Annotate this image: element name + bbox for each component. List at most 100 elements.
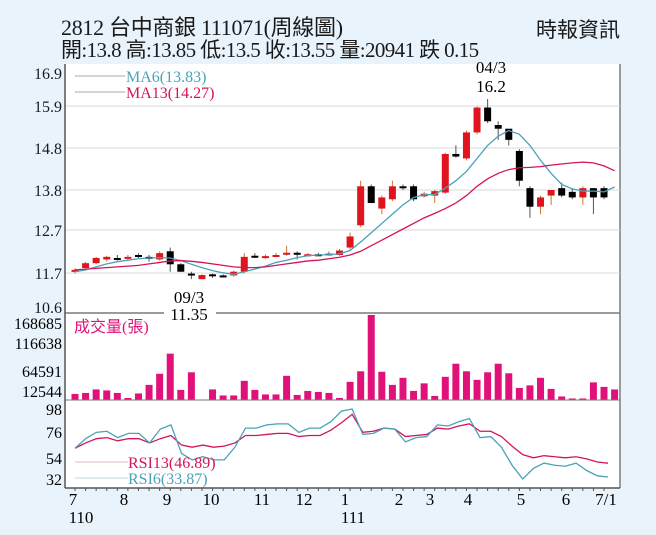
candle-down [589,188,597,198]
candle-up [156,253,164,260]
candle-up [124,256,132,259]
candle-down [177,264,185,272]
volume-bar [304,390,312,400]
low-value-annotation: 11.35 [170,305,208,324]
volume-bar [410,390,418,400]
low-value-bg [164,306,216,320]
plot-area [65,64,620,488]
candle-up [388,186,396,200]
volume-bar [314,391,322,400]
volume-bar [399,377,407,400]
volume-bar [156,373,164,400]
volume-bar [526,385,534,400]
candle-down [515,151,523,181]
candle-up [357,186,365,226]
volume-bar [230,395,238,400]
candle-up [92,257,100,264]
volume-bar [209,389,217,400]
volume-bar [473,379,481,400]
legend-ma6: MA6(13.83) [126,69,206,86]
volume-bar [357,371,365,400]
rsi13-line [74,413,609,464]
rsi6-line [74,408,609,480]
price-axis-label: 13.8 [34,183,62,200]
rsi-axis-label: 76 [46,425,62,442]
candle-up [537,197,545,207]
volume-bar [568,398,576,400]
volume-bar [515,387,523,400]
low-date-annotation: 09/3 [174,288,204,307]
legend-rsi13: RSI13(46.89) [128,455,216,472]
candle-up [71,269,79,272]
candle-down [113,257,121,260]
price-axis-label: 14.8 [34,141,62,158]
volume-bar [145,384,153,400]
legend-ma13: MA13(14.27) [126,85,214,102]
volume-bar [462,371,470,400]
volume-bar [600,386,608,400]
rsi-axis-label: 54 [46,451,62,468]
x-axis-label: 11 [254,490,270,509]
volume-bar [336,397,343,400]
x-axis-label: 3 [426,490,435,509]
candle-up [579,188,587,198]
candle-up [82,263,90,268]
price-axis-label: 11.7 [35,266,62,283]
candle-down [600,188,608,198]
candle-down [452,153,460,157]
volume-bar [240,380,248,400]
high-date-annotation: 04/3 [476,58,506,77]
candle-down [399,186,407,189]
x-axis-label: 7/1 [595,490,617,509]
candle-up [272,255,280,257]
volume-bar [283,375,291,400]
candle-up [462,132,470,159]
volume-bar [441,376,449,400]
candle-up [103,256,111,260]
x-axis-label: 1 [341,490,350,509]
price-axis-label: 12.7 [34,223,62,240]
x-axis-year-label: 110 [69,508,94,527]
volume-bar [134,393,142,400]
candle-down [484,107,492,122]
volume-bar [177,389,185,400]
volume-bar [611,389,619,400]
volume-bar [431,395,439,400]
ma13-line [74,161,615,271]
volume-title: 成交量(張) [74,318,149,336]
volume-bar [124,397,132,400]
volume-bar [558,396,566,400]
volume-bar [505,373,513,400]
x-axis-label: 10 [203,490,220,509]
volume-bar [325,392,333,400]
volume-bar [367,315,375,400]
candle-down [568,191,576,198]
candle-down [494,125,502,129]
volume-bar [219,395,227,400]
x-axis-label: 4 [464,490,473,509]
legend-rsi6: RSI6(33.87) [128,471,208,488]
volume-bar [537,377,545,400]
candle-down [367,186,375,203]
rsi-axis-label: 98 [46,402,62,419]
x-axis-year-label: 111 [341,508,365,527]
candle-up [261,256,269,259]
volume-bar [272,394,280,400]
candle-up [473,107,481,133]
volume-bar [388,384,396,400]
candle-up [378,197,386,209]
candle-down [134,255,142,257]
candle-up [336,250,343,255]
candle-down [209,274,217,277]
volume-bar [187,372,195,400]
candle-down [526,188,534,207]
candle-up [283,252,291,255]
volume-bar [166,353,174,400]
x-axis-label: 5 [517,490,526,509]
price-axis-label: 15.9 [34,99,62,116]
candle-up [346,236,354,248]
volume-bar [589,382,597,400]
candle-up [230,271,238,276]
ma6-line [74,129,615,275]
volume-axis-label: 64591 [22,364,62,381]
